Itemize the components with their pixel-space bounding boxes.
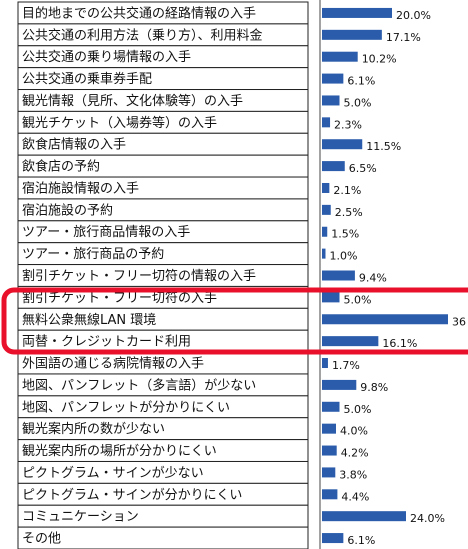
value-label: 1.5% — [331, 228, 359, 241]
category-label: 地図、パンフレット（多言語）が少ない — [22, 377, 256, 393]
value-label: 6.1% — [347, 75, 375, 88]
category-label: 外国語の通じる病院情報の入手 — [22, 356, 204, 372]
bar — [322, 29, 382, 40]
category-label: 公共交通の利用方法（乗り方）、利用料金 — [22, 27, 263, 43]
value-label: 2.1% — [333, 184, 361, 197]
bar — [322, 270, 355, 281]
category-label: 公共交通の乗り場情報の入手 — [22, 49, 191, 65]
category-label: 観光情報（見所、文化体験等）の入手 — [22, 93, 243, 109]
value-label: 2.3% — [334, 118, 362, 131]
value-label: 9.4% — [359, 272, 387, 285]
value-label: 11.5% — [366, 140, 401, 153]
category-label: 観光案内所の場所が分かりにくい — [22, 443, 217, 459]
category-label: ツアー・旅行商品の予約 — [22, 247, 164, 262]
bar — [322, 95, 340, 106]
bar — [322, 445, 337, 456]
category-label: 地図、パンフレットが分かりにくい — [22, 400, 230, 415]
value-label: 2.5% — [335, 206, 363, 219]
bar — [322, 401, 340, 412]
category-label: ピクトグラム・サインが少ない — [22, 466, 204, 481]
value-label: 5.0% — [344, 403, 372, 416]
bar — [322, 467, 336, 478]
category-label: 飲食店情報の入手 — [22, 137, 126, 153]
value-label: 4.0% — [340, 425, 368, 438]
bar — [322, 379, 357, 390]
value-label: 6.1% — [347, 534, 375, 547]
category-label: 両替・クレジットカード利用 — [22, 335, 191, 350]
category-label: ツアー・旅行商品情報の入手 — [22, 225, 190, 240]
bar — [322, 292, 340, 303]
value-label: 6.5% — [349, 162, 377, 175]
bar — [322, 204, 331, 215]
bar — [322, 139, 363, 150]
bar — [322, 117, 331, 128]
category-label: 割引チケット・フリー切符の入手 — [22, 290, 217, 306]
value-label: 5.0% — [344, 293, 372, 306]
bar — [322, 226, 328, 237]
value-label: 4.2% — [341, 447, 369, 460]
value-label: 1.7% — [332, 359, 360, 372]
bar — [322, 73, 344, 84]
rows: 目的地までの公共交通の経路情報の入手 20.0% 公共交通の利用方法（乗り方）、利用… — [17, 1, 466, 549]
bar — [322, 489, 338, 500]
category-label: 割引チケット・フリー切符の情報の入手 — [22, 268, 256, 284]
value-label: 20.0% — [396, 9, 431, 22]
bar — [322, 51, 358, 62]
bar — [322, 161, 345, 172]
bar — [322, 533, 344, 544]
value-label: 9.8% — [360, 381, 388, 394]
category-label: 観光チケット（入場券等）の入手 — [22, 115, 217, 131]
value-label: 4.4% — [341, 490, 369, 503]
highlight — [1, 287, 468, 355]
category-label: その他 — [22, 532, 61, 547]
bar — [322, 336, 379, 347]
category-label: 目的地までの公共交通の経路情報の入手 — [22, 5, 256, 21]
value-label: 1.0% — [330, 250, 358, 263]
category-label: 観光案内所の数が少ない — [22, 421, 165, 437]
value-label: 10.2% — [362, 53, 397, 66]
bar — [322, 358, 328, 369]
bar — [322, 248, 326, 259]
value-label: 17.1% — [386, 31, 421, 44]
bar — [322, 182, 330, 193]
value-label: 3.8% — [339, 468, 367, 481]
category-label: コミュニケーション — [22, 510, 139, 525]
value-label: 36 — [452, 315, 466, 328]
value-label: 5.0% — [344, 96, 372, 109]
bar — [322, 511, 406, 522]
value-label: 24.0% — [410, 512, 445, 525]
value-label: 16.1% — [382, 337, 417, 350]
category-label: 公共交通の乗車券手配 — [22, 71, 152, 87]
category-label: ピクトグラム・サインが分かりにくい — [22, 488, 242, 503]
category-label: 無料公衆無線LAN 環境 — [22, 312, 156, 328]
category-label: 宿泊施設情報の入手 — [22, 180, 139, 196]
bar — [322, 314, 448, 325]
category-label: 飲食店の予約 — [22, 159, 100, 175]
bar — [322, 423, 336, 434]
category-label: 宿泊施設の予約 — [22, 202, 113, 218]
label-cell — [17, 526, 309, 549]
bar — [322, 7, 392, 18]
